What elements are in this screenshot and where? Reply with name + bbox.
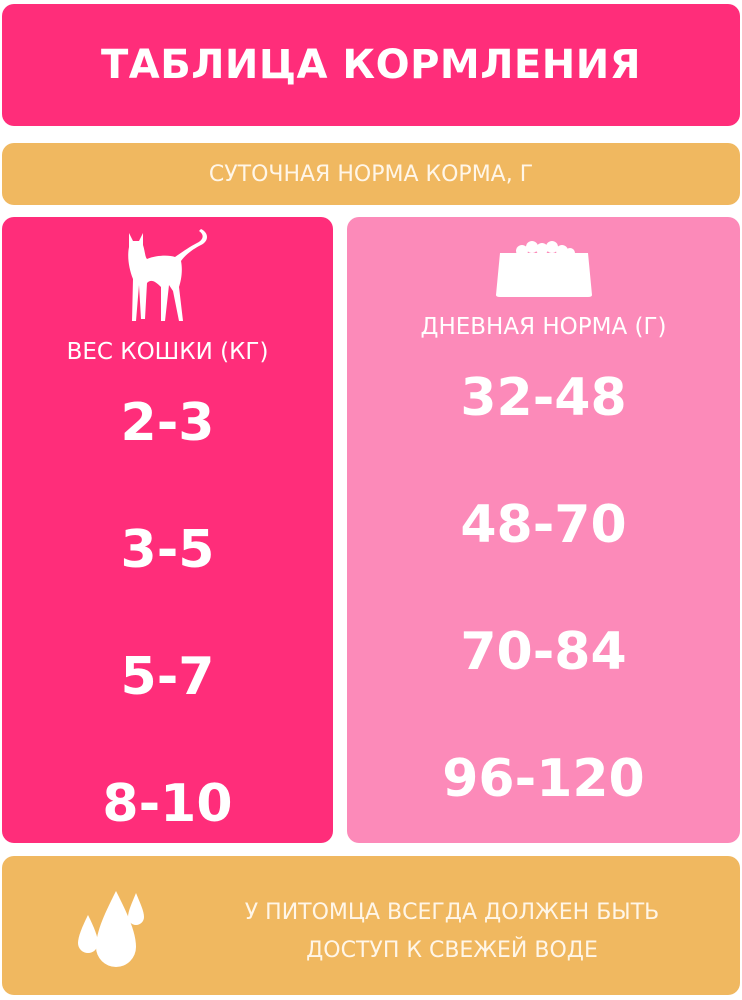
page-title: ТАБЛИЦА КОРМЛЕНИЯ: [2, 4, 740, 126]
weight-value: 3-5: [120, 520, 215, 580]
norm-value: 48-70: [460, 495, 627, 555]
norm-value: 70-84: [460, 622, 627, 682]
water-drops-icon: [76, 891, 156, 975]
weight-value: 5-7: [120, 647, 215, 707]
norm-value: 96-120: [442, 749, 645, 809]
water-note-banner: У ПИТОМЦА ВСЕГДА ДОЛЖЕН БЫТЬ ДОСТУП К СВ…: [2, 856, 740, 995]
weight-header: ВЕС КОШКИ (КГ): [66, 339, 269, 365]
cat-icon: [123, 229, 213, 324]
norm-column: ДНЕВНАЯ НОРМА (Г) 32-48 48-70 70-84 96-1…: [347, 217, 740, 843]
water-note-text: У ПИТОМЦА ВСЕГДА ДОЛЖЕН БЫТЬ ДОСТУП К СВ…: [244, 900, 660, 963]
norm-value: 32-48: [460, 368, 627, 428]
weight-column: ВЕС КОШКИ (КГ) 2-3 3-5 5-7 8-10: [2, 217, 333, 843]
weight-value: 2-3: [120, 393, 215, 453]
norm-header: ДНЕВНАЯ НОРМА (Г): [420, 314, 667, 340]
subtitle-banner: СУТОЧНАЯ НОРМА КОРМА, Г: [2, 143, 740, 205]
food-bowl-icon: [494, 229, 594, 299]
weight-value: 8-10: [102, 774, 233, 834]
